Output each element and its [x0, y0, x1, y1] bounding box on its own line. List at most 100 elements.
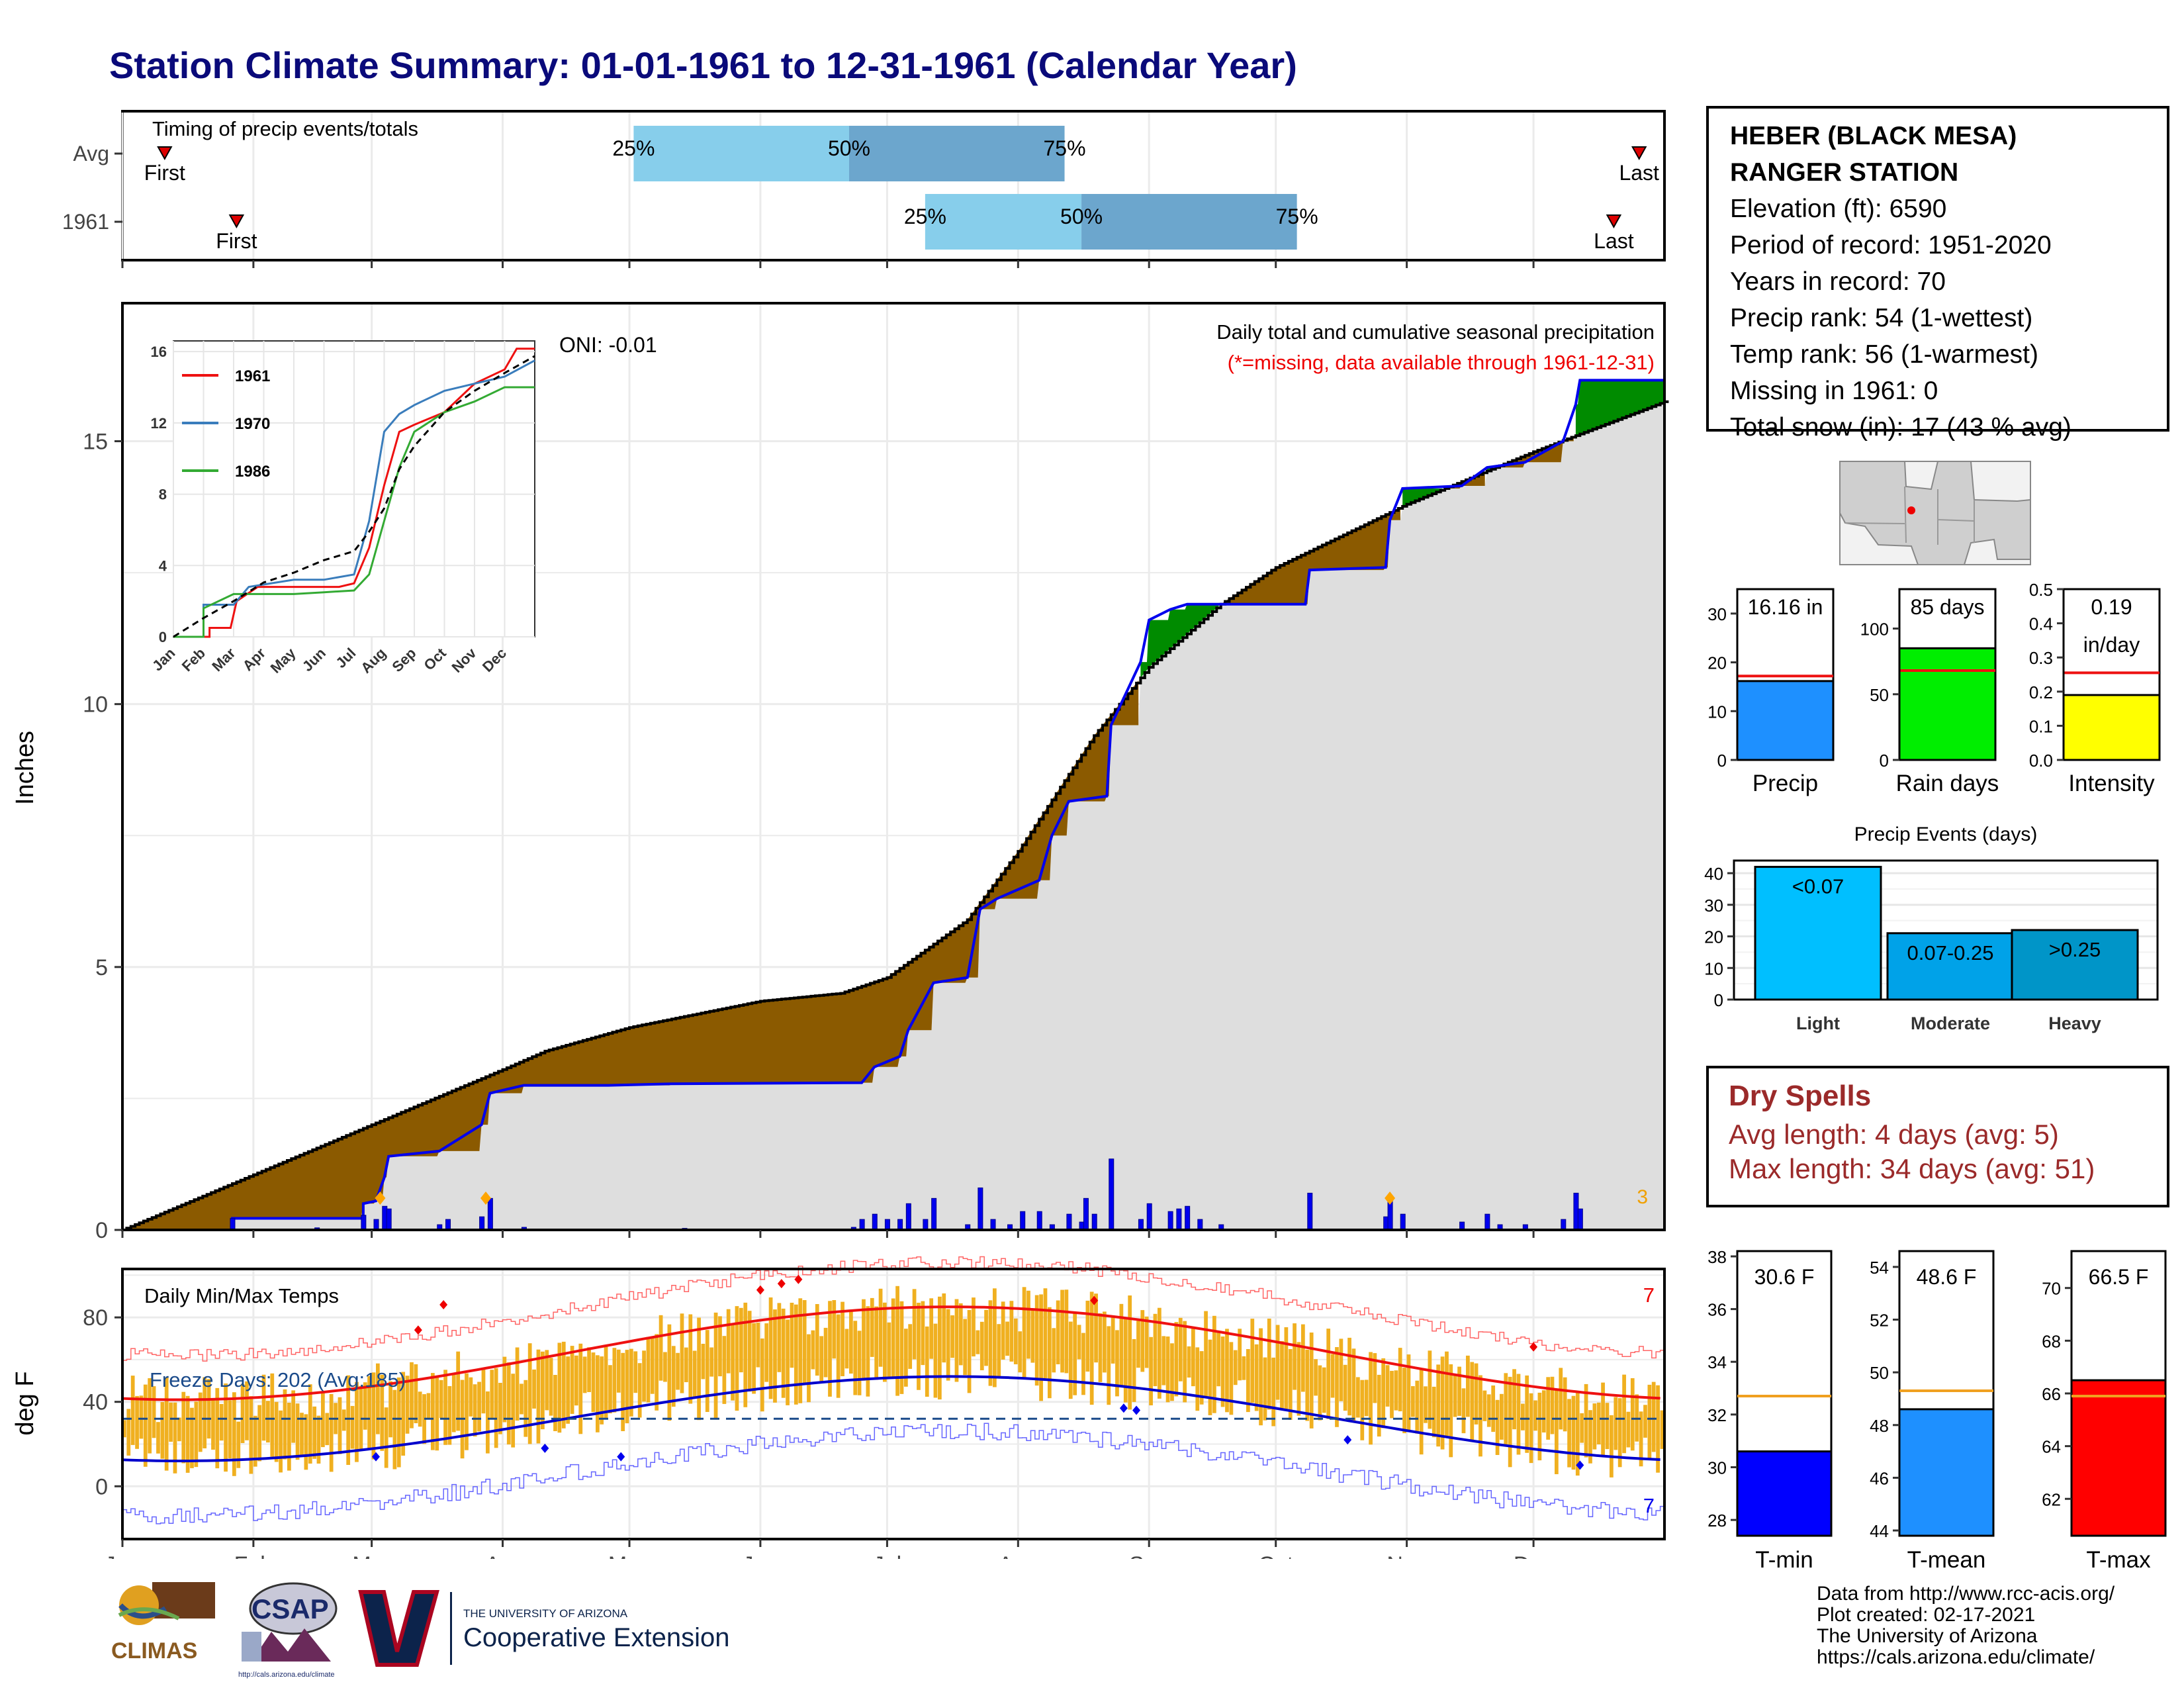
temp-daily-bar [1115, 1330, 1119, 1397]
temp-daily-bar [1474, 1363, 1479, 1425]
temp-daily-bar [1512, 1369, 1516, 1430]
temp-daily-bar [756, 1323, 760, 1368]
temp-daily-bar [1529, 1393, 1533, 1464]
temp-daily-bar [266, 1401, 270, 1443]
temp-daily-bar [341, 1409, 346, 1431]
temp-summary-tick-label: 38 [1707, 1247, 1727, 1267]
temp-daily-bar [646, 1336, 651, 1403]
precip-daily-bar [1561, 1219, 1567, 1231]
temp-daily-bar [240, 1383, 245, 1443]
temp-daily-bar [245, 1381, 249, 1440]
timing-p50-label: 50% [828, 136, 870, 160]
temp-daily-bar [435, 1376, 439, 1451]
temp-daily-bar [1275, 1325, 1280, 1400]
temp-daily-bar [958, 1303, 963, 1366]
temp-daily-bar [680, 1313, 684, 1393]
record-low-marker [1343, 1435, 1352, 1445]
summary-tick-label: 0.0 [2029, 751, 2053, 771]
events-tick-label: 10 [1704, 959, 1723, 978]
timing-marker [228, 214, 245, 229]
temp-daily-bar [1546, 1377, 1551, 1440]
inset-ytick-label: 16 [151, 344, 167, 360]
temp-daily-bar [1250, 1319, 1255, 1403]
timing-marker [1631, 146, 1647, 161]
inset-legend-label: 1961 [235, 367, 270, 385]
inset-ytick-label: 8 [159, 487, 167, 503]
temp-ytick-label: 0 [95, 1474, 108, 1499]
temp-daily-bar [405, 1376, 410, 1434]
temp-daily-bar [938, 1296, 942, 1400]
precip-avg-line [122, 400, 1669, 1231]
temp-daily-bar [473, 1384, 477, 1437]
temp-daily-bar [1449, 1364, 1453, 1458]
temp-daily-bar [1373, 1353, 1377, 1403]
events-frame [1733, 859, 2159, 1001]
temperature-chart: 0 40 80 Jan Feb Mar Apr May Jun Jul Aug Sep Oct Nov De… [11, 1256, 1666, 1559]
timing-row-label: Avg [73, 142, 109, 165]
temp-daily-bar [346, 1375, 351, 1465]
station-precip-rank: Precip rank: 54 (1-wettest) [1730, 304, 2033, 332]
precip-daily-bar [859, 1219, 865, 1231]
temp-daily-bar [1144, 1316, 1149, 1368]
precip-chart: 0 5 10 15 Inches Daily total and cumulative s… [11, 302, 1669, 1243]
timing-title: Timing of precip events/totals [152, 117, 418, 140]
temp-daily-bar [1470, 1362, 1475, 1442]
temp-daily-bar [802, 1300, 807, 1384]
temp-daily-bar [993, 1288, 997, 1387]
footer-data-source: Data from http://www.rcc-acis.org/ [1817, 1583, 2115, 1605]
temp-daily-bar [1457, 1366, 1461, 1416]
temp-daily-bar [853, 1321, 858, 1395]
temp-daily-bar [1525, 1375, 1529, 1453]
temp-daily-bar [1436, 1364, 1441, 1447]
temp-ytick-label: 80 [83, 1305, 108, 1331]
summary-value-label: 0.19 [2091, 595, 2132, 619]
temp-daily-bar [760, 1338, 764, 1412]
month-label: Nov [1387, 1552, 1426, 1559]
temp-daily-bar [1178, 1317, 1183, 1382]
summary-tick-label: 100 [1860, 620, 1889, 639]
temp-daily-bar [604, 1345, 608, 1419]
precip-ytick-label: 5 [95, 955, 108, 980]
inset-avg-line [173, 355, 535, 638]
temp-daily-bar [1643, 1405, 1647, 1438]
temp-daily-bar [1415, 1380, 1420, 1434]
temp-daily-bar [443, 1370, 447, 1445]
temp-daily-bar [637, 1363, 642, 1418]
record-high-marker [439, 1300, 448, 1310]
temp-daily-bar [726, 1309, 731, 1374]
temp-daily-bar [312, 1406, 317, 1459]
summary-tick-label: 0.3 [2029, 648, 2053, 668]
temp-summary-tick-label: 52 [1870, 1311, 1889, 1331]
temp-daily-bar [667, 1324, 672, 1421]
temp-daily-bar [215, 1387, 220, 1469]
temp-daily-bar [1406, 1354, 1411, 1430]
temp-daily-bar [1432, 1386, 1436, 1438]
temp-daily-bar [807, 1334, 811, 1403]
temp-daily-bar [1242, 1356, 1246, 1380]
temp-summary-tick-label: 54 [1870, 1258, 1889, 1278]
temp-daily-bar [1123, 1319, 1128, 1403]
temp-daily-bar [963, 1319, 968, 1376]
temp-daily-bar [790, 1303, 794, 1368]
precip-daily-bar [923, 1219, 929, 1231]
temp-daily-bar [469, 1377, 473, 1417]
temp-daily-bar [798, 1298, 803, 1403]
events-bar [1886, 932, 2015, 1001]
temp-daily-bar [781, 1308, 786, 1398]
temp-daily-bar [541, 1351, 545, 1430]
temp-daily-bar [946, 1309, 950, 1381]
temp-daily-bar [1103, 1311, 1107, 1373]
temp-daily-bar [1288, 1349, 1293, 1420]
footer-university: The University of Arizona [1817, 1625, 2038, 1647]
temp-daily-bar [1153, 1313, 1158, 1387]
temp-daily-bar [1466, 1355, 1470, 1417]
timing-q2-bar [1081, 194, 1297, 250]
dry-spells-title: Dry Spells [1729, 1080, 1872, 1112]
temp-daily-bar [396, 1377, 401, 1468]
temp-daily-bar [1301, 1324, 1305, 1392]
temp-daily-bar [811, 1330, 815, 1370]
temp-daily-bar [904, 1329, 908, 1387]
record-high-marker [777, 1279, 786, 1289]
temp-daily-bar [1369, 1352, 1373, 1445]
temp-daily-bar [1052, 1328, 1056, 1373]
